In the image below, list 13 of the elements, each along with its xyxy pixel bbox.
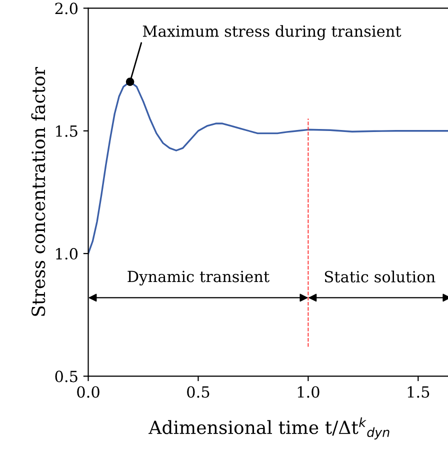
annotation: Maximum stress during transient <box>142 25 402 40</box>
y-tick-label: 1.5 <box>56 125 78 137</box>
y-axis-title: Stress concentration factor <box>31 66 46 316</box>
y-tick-label: 2.0 <box>55 2 78 14</box>
x-tick-label: 1.0 <box>298 386 320 398</box>
x-tick-label: 0.0 <box>77 386 100 398</box>
annotation: Dynamic transient <box>128 270 270 286</box>
x-tick-label: 0.5 <box>187 386 210 398</box>
y-tick-label: 1.0 <box>56 248 78 260</box>
x-tick-label: 1.5 <box>408 386 430 398</box>
x-axis-title: Adimensional time t/Δt$^{k}$$_{dyn}$ <box>148 417 390 440</box>
annotation: Static solution <box>324 270 436 282</box>
y-tick-label: 0.5 <box>55 370 78 382</box>
